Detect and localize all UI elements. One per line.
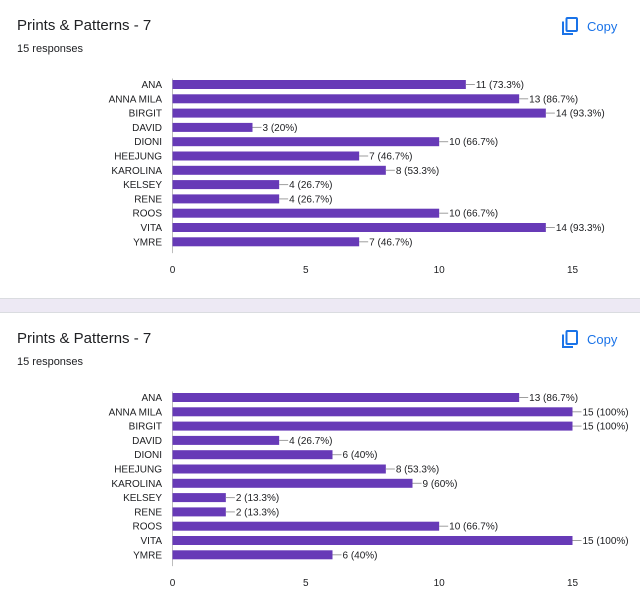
data-label: 13 (86.7%) xyxy=(529,393,578,404)
bar xyxy=(172,550,333,560)
x-tick-label: 10 xyxy=(434,265,446,276)
category-label: DAVID xyxy=(132,123,162,134)
data-label: 4 (26.7%) xyxy=(289,180,332,191)
category-label: KAROLINA xyxy=(111,479,162,490)
data-label: 6 (40%) xyxy=(343,450,378,461)
bar xyxy=(172,493,226,503)
copy-chart-button[interactable]: Copy xyxy=(562,327,617,351)
bar xyxy=(172,122,253,132)
x-tick-label: 0 xyxy=(170,578,176,589)
question-title: Prints & Patterns - 7 xyxy=(17,17,152,34)
data-label: 10 (66.7%) xyxy=(449,522,498,533)
bar xyxy=(172,435,280,445)
category-label: BIRGIT xyxy=(129,422,162,433)
x-tick-label: 5 xyxy=(303,265,309,276)
category-label: DIONI xyxy=(134,450,162,461)
x-tick-label: 10 xyxy=(434,578,446,589)
category-label: DIONI xyxy=(134,137,162,148)
category-label: VITA xyxy=(141,536,163,547)
data-label: 2 (13.3%) xyxy=(236,493,279,504)
bar xyxy=(172,507,226,517)
category-label: HEEJUNG xyxy=(114,465,162,476)
bar xyxy=(172,80,466,89)
category-label: ANA xyxy=(141,393,162,404)
data-label: 2 (13.3%) xyxy=(236,507,279,518)
category-label: ROOS xyxy=(133,209,163,220)
question-title: Prints & Patterns - 7 xyxy=(17,330,152,347)
bar xyxy=(172,421,573,431)
data-label: 4 (26.7%) xyxy=(289,194,332,205)
bar xyxy=(172,450,333,460)
copy-label: Copy xyxy=(587,18,618,34)
data-label: 11 (73.3%) xyxy=(476,80,524,91)
data-label: 13 (86.7%) xyxy=(529,94,578,105)
category-label: ANNA MILA xyxy=(109,407,163,418)
category-label: VITA xyxy=(141,223,163,234)
data-label: 4 (26.7%) xyxy=(289,436,332,447)
bar xyxy=(172,393,520,402)
response-count: 15 responses xyxy=(17,356,84,368)
data-label: 7 (46.7%) xyxy=(369,152,412,163)
category-label: YMRE xyxy=(133,550,162,561)
category-label: ANNA MILA xyxy=(109,94,163,105)
bar xyxy=(172,464,386,474)
bar xyxy=(172,137,440,147)
data-label: 15 (100%) xyxy=(583,407,629,418)
copy-icon xyxy=(562,17,578,35)
bar xyxy=(172,208,440,218)
data-label: 14 (93.3%) xyxy=(556,109,605,120)
x-tick-label: 15 xyxy=(567,265,579,276)
copy-label: Copy xyxy=(587,331,618,347)
bar xyxy=(172,180,280,190)
data-label: 6 (40%) xyxy=(343,550,378,561)
bar xyxy=(172,223,546,232)
bar xyxy=(172,237,360,247)
data-label: 15 (100%) xyxy=(583,536,629,547)
category-label: YMRE xyxy=(133,237,162,248)
bar xyxy=(172,521,440,531)
category-label: KAROLINA xyxy=(111,166,162,177)
data-label: 10 (66.7%) xyxy=(449,209,498,220)
bar xyxy=(172,165,386,175)
bar xyxy=(172,94,520,104)
bar xyxy=(172,194,280,204)
data-label: 8 (53.3%) xyxy=(396,465,439,476)
category-label: HEEJUNG xyxy=(114,152,162,163)
question-card-1: Prints & Patterns - 7 15 responses Copy … xyxy=(0,0,640,299)
category-label: ROOS xyxy=(133,522,163,533)
category-label: KELSEY xyxy=(123,180,162,191)
x-tick-label: 5 xyxy=(303,578,309,589)
bar-chart: ANA 13 (86.7%) ANNA MILA 15 (100%) BIRGIT 15 … xyxy=(109,391,629,589)
data-label: 9 (60%) xyxy=(423,479,458,490)
bar xyxy=(172,151,360,161)
copy-chart-button[interactable]: Copy xyxy=(562,14,617,38)
data-label: 3 (20%) xyxy=(263,123,298,134)
category-label: ANA xyxy=(141,80,162,91)
bar xyxy=(172,108,546,118)
category-label: RENE xyxy=(134,194,162,205)
data-label: 14 (93.3%) xyxy=(556,223,605,234)
data-label: 7 (46.7%) xyxy=(369,237,412,248)
bar xyxy=(172,478,413,488)
bar xyxy=(172,407,573,417)
data-label: 15 (100%) xyxy=(583,422,629,433)
copy-icon xyxy=(562,330,578,348)
category-label: KELSEY xyxy=(123,493,162,504)
question-card-2: Prints & Patterns - 7 15 responses Copy … xyxy=(0,312,640,601)
bar xyxy=(172,536,573,545)
data-label: 8 (53.3%) xyxy=(396,166,439,177)
x-tick-label: 0 xyxy=(170,265,176,276)
category-label: DAVID xyxy=(132,436,162,447)
category-label: BIRGIT xyxy=(129,109,162,120)
bar-chart: ANA 11 (73.3%) ANNA MILA 13 (86.7%) BIRGIT 14… xyxy=(109,78,605,276)
data-label: 10 (66.7%) xyxy=(449,137,498,148)
response-count: 15 responses xyxy=(17,43,84,55)
x-tick-label: 15 xyxy=(567,578,579,589)
category-label: RENE xyxy=(134,507,162,518)
